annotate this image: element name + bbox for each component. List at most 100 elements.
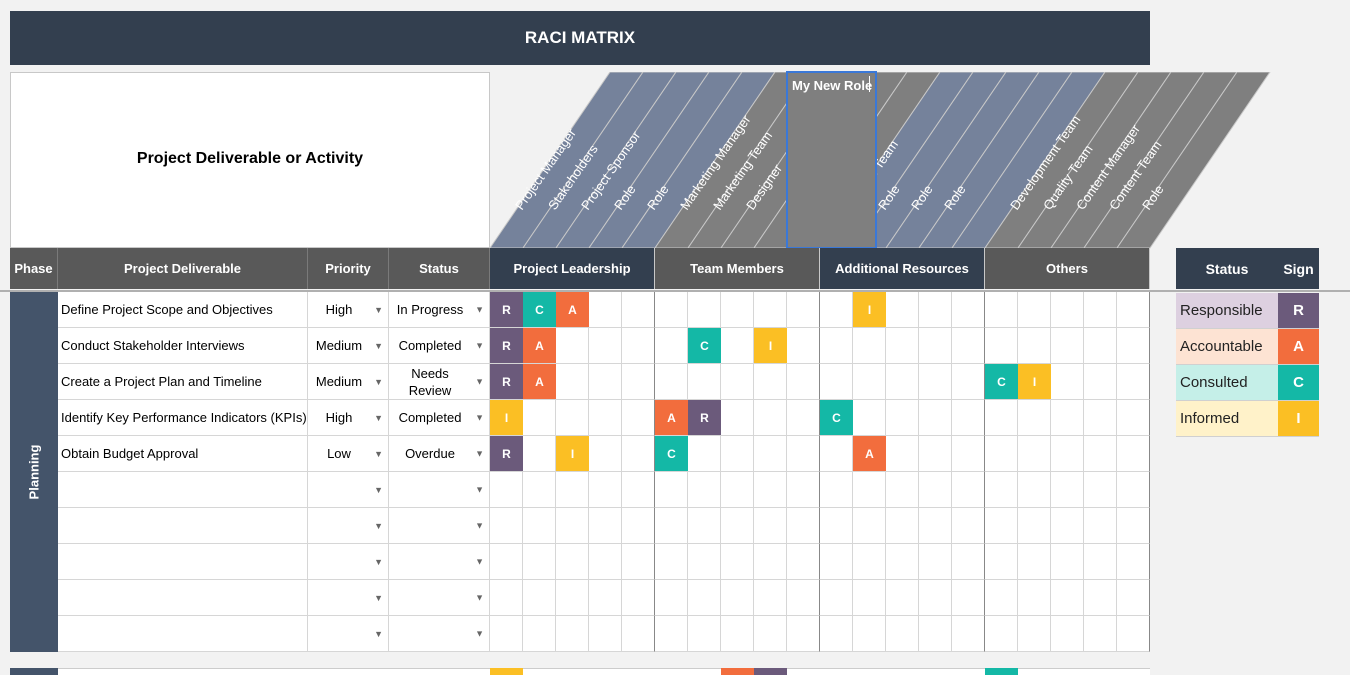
- status-dropdown[interactable]: Needs Review ▼: [389, 364, 490, 400]
- priority-dropdown[interactable]: ▼: [308, 472, 389, 508]
- status-dropdown[interactable]: ▼: [389, 616, 490, 652]
- raci-cell[interactable]: [919, 616, 952, 652]
- raci-cell[interactable]: [952, 472, 985, 508]
- dropdown-arrow-icon[interactable]: ▼: [475, 376, 484, 386]
- raci-cell[interactable]: [1117, 436, 1150, 472]
- dropdown-arrow-icon[interactable]: ▼: [475, 412, 484, 422]
- raci-cell[interactable]: [787, 544, 820, 580]
- raci-cell[interactable]: [721, 364, 754, 400]
- raci-cell[interactable]: [886, 508, 919, 544]
- status-dropdown[interactable]: Completed ▼: [389, 400, 490, 436]
- raci-cell[interactable]: [721, 508, 754, 544]
- raci-cell[interactable]: [721, 328, 754, 364]
- raci-cell[interactable]: [985, 508, 1018, 544]
- raci-badge[interactable]: C: [523, 292, 556, 327]
- raci-cell[interactable]: [1018, 400, 1051, 436]
- raci-cell[interactable]: [721, 292, 754, 328]
- raci-cell[interactable]: [589, 616, 622, 652]
- deliverable-cell[interactable]: [58, 472, 308, 508]
- raci-cell[interactable]: [886, 436, 919, 472]
- status-dropdown[interactable]: Completed ▼: [389, 328, 490, 364]
- status-dropdown[interactable]: ▼: [389, 544, 490, 580]
- raci-badge[interactable]: R: [490, 292, 523, 327]
- raci-cell[interactable]: [985, 400, 1018, 436]
- raci-cell[interactable]: [886, 400, 919, 436]
- deliverable-cell[interactable]: [58, 616, 308, 652]
- dropdown-arrow-icon[interactable]: ▼: [475, 340, 484, 350]
- raci-badge[interactable]: I: [754, 328, 787, 363]
- raci-cell[interactable]: [688, 436, 721, 472]
- raci-badge[interactable]: R: [490, 364, 523, 399]
- raci-cell[interactable]: [721, 400, 754, 436]
- raci-cell[interactable]: [589, 400, 622, 436]
- raci-cell[interactable]: [952, 292, 985, 328]
- raci-cell[interactable]: [1051, 436, 1084, 472]
- raci-cell[interactable]: [1117, 580, 1150, 616]
- raci-cell[interactable]: [655, 328, 688, 364]
- raci-cell[interactable]: [589, 472, 622, 508]
- priority-dropdown[interactable]: Low ▼: [308, 436, 389, 472]
- raci-cell[interactable]: [688, 364, 721, 400]
- raci-cell[interactable]: [886, 616, 919, 652]
- raci-cell[interactable]: [919, 544, 952, 580]
- raci-cell[interactable]: [985, 616, 1018, 652]
- raci-cell[interactable]: [1084, 616, 1117, 652]
- raci-cell[interactable]: [523, 436, 556, 472]
- raci-cell[interactable]: [820, 328, 853, 364]
- raci-cell[interactable]: [556, 472, 589, 508]
- raci-cell[interactable]: [589, 580, 622, 616]
- deliverable-cell[interactable]: Create a Project Plan and Timeline: [58, 364, 308, 400]
- raci-cell[interactable]: [1018, 616, 1051, 652]
- dropdown-arrow-icon[interactable]: ▼: [475, 556, 484, 566]
- raci-cell[interactable]: [853, 544, 886, 580]
- raci-cell[interactable]: [919, 436, 952, 472]
- raci-cell[interactable]: [523, 508, 556, 544]
- raci-cell[interactable]: [853, 472, 886, 508]
- raci-cell[interactable]: [1117, 616, 1150, 652]
- dropdown-arrow-icon[interactable]: ▼: [374, 376, 383, 387]
- deliverable-cell[interactable]: [58, 544, 308, 580]
- raci-cell[interactable]: [787, 364, 820, 400]
- raci-cell[interactable]: [721, 544, 754, 580]
- raci-cell[interactable]: [787, 400, 820, 436]
- status-dropdown[interactable]: ▼: [389, 508, 490, 544]
- raci-cell[interactable]: [1051, 616, 1084, 652]
- raci-cell[interactable]: [490, 616, 523, 652]
- raci-cell[interactable]: [787, 292, 820, 328]
- raci-cell[interactable]: [721, 472, 754, 508]
- raci-cell[interactable]: [622, 400, 655, 436]
- raci-cell[interactable]: [1051, 544, 1084, 580]
- raci-cell[interactable]: [754, 436, 787, 472]
- raci-badge[interactable]: A: [853, 436, 886, 471]
- priority-dropdown[interactable]: Medium ▼: [308, 328, 389, 364]
- raci-cell[interactable]: [556, 544, 589, 580]
- raci-cell[interactable]: [688, 508, 721, 544]
- raci-cell[interactable]: [1117, 364, 1150, 400]
- dropdown-arrow-icon[interactable]: ▼: [374, 412, 383, 423]
- raci-cell[interactable]: [952, 364, 985, 400]
- deliverable-cell[interactable]: [58, 580, 308, 616]
- raci-cell[interactable]: [589, 508, 622, 544]
- dropdown-arrow-icon[interactable]: ▼: [475, 484, 484, 494]
- raci-cell[interactable]: [523, 400, 556, 436]
- raci-cell[interactable]: [886, 328, 919, 364]
- deliverable-cell[interactable]: Conduct Stakeholder Interviews: [58, 328, 308, 364]
- raci-cell[interactable]: [721, 616, 754, 652]
- raci-cell[interactable]: [655, 544, 688, 580]
- dropdown-arrow-icon[interactable]: ▼: [374, 520, 383, 531]
- status-dropdown[interactable]: Overdue ▼: [389, 436, 490, 472]
- raci-cell[interactable]: [1084, 328, 1117, 364]
- raci-cell[interactable]: [1051, 292, 1084, 328]
- raci-badge[interactable]: C: [820, 400, 853, 435]
- raci-badge[interactable]: I: [1018, 364, 1051, 399]
- status-dropdown[interactable]: In Progress ▼: [389, 292, 490, 328]
- raci-cell[interactable]: [919, 400, 952, 436]
- raci-cell[interactable]: [1018, 292, 1051, 328]
- raci-cell[interactable]: [589, 292, 622, 328]
- raci-cell[interactable]: [1084, 292, 1117, 328]
- raci-cell[interactable]: [622, 328, 655, 364]
- raci-cell[interactable]: [952, 328, 985, 364]
- raci-badge[interactable]: R: [490, 436, 523, 471]
- deliverable-cell[interactable]: [58, 508, 308, 544]
- raci-cell[interactable]: [754, 544, 787, 580]
